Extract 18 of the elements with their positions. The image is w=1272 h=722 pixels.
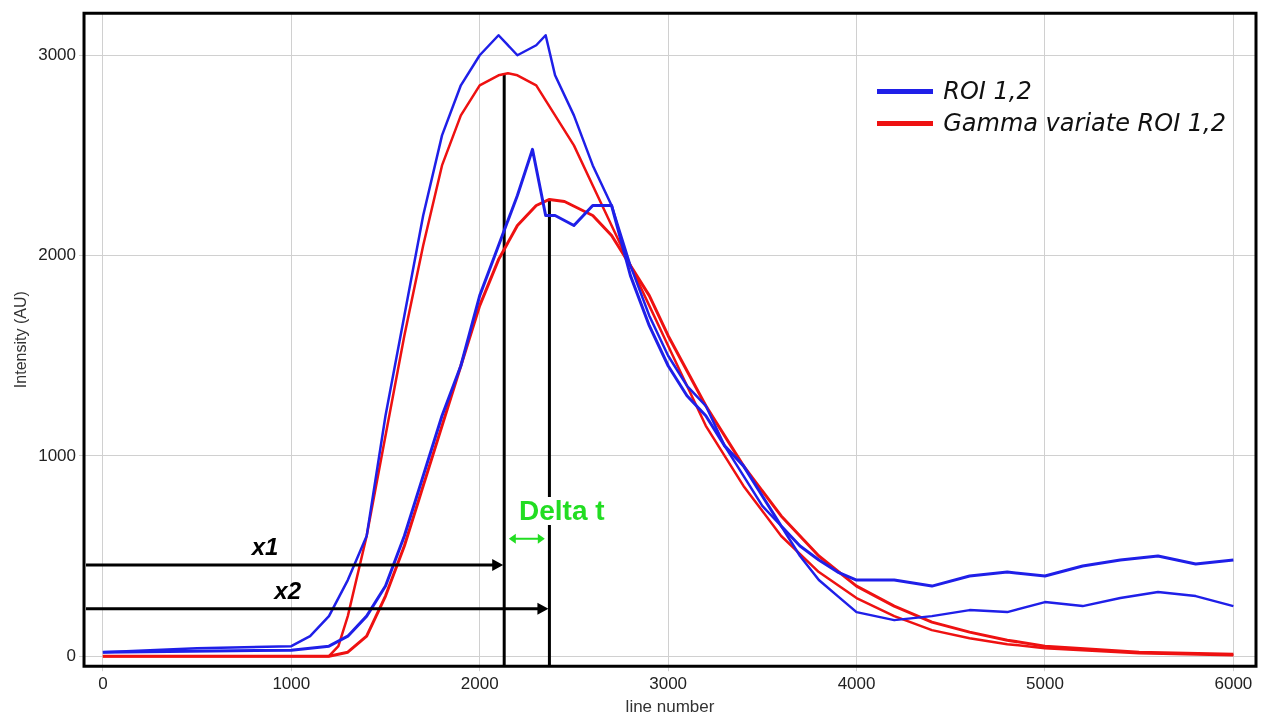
y-tick-label: 2000 bbox=[38, 245, 77, 265]
y-tick-label: 3000 bbox=[38, 44, 77, 64]
x-tick-label: 6000 bbox=[1214, 674, 1253, 694]
x-axis-title: line number bbox=[625, 697, 715, 717]
x-tick-label: 4000 bbox=[837, 674, 876, 694]
y-axis-title: Intensity (AU) bbox=[12, 291, 30, 389]
y-tick-label: 1000 bbox=[38, 445, 77, 465]
annotation: x1 bbox=[251, 532, 279, 561]
legend-label: Gamma variate ROI 1,2 bbox=[943, 109, 1226, 138]
x-tick-label: 5000 bbox=[1026, 674, 1064, 694]
x-tick-label: 0 bbox=[98, 674, 108, 694]
x-tick-label: 3000 bbox=[649, 674, 688, 694]
y-tick-label: 0 bbox=[66, 645, 77, 665]
x-tick-label: 1000 bbox=[272, 674, 311, 694]
legend-label: ROI 1,2 bbox=[943, 77, 1032, 106]
annotation: x2 bbox=[274, 576, 302, 605]
annotation: Delta t bbox=[517, 494, 607, 526]
x-tick-label: 2000 bbox=[460, 674, 499, 694]
